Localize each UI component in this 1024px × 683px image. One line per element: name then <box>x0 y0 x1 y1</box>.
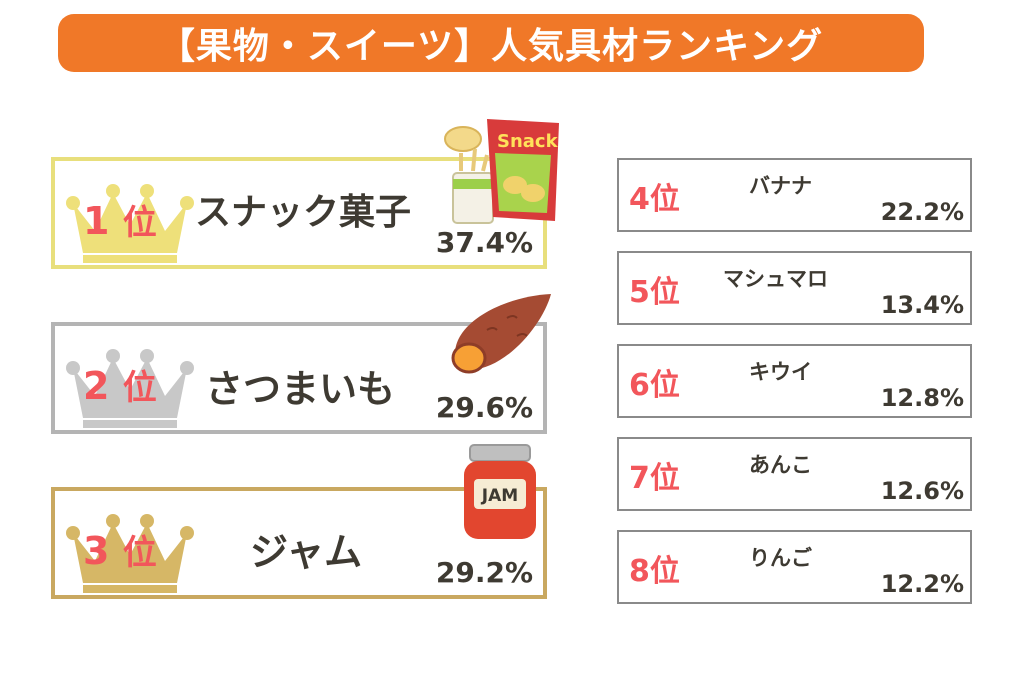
rank-card-6: 6位 キウイ 12.8% <box>617 344 972 418</box>
rank-label: 3 位 <box>83 529 157 573</box>
item-percent: 12.6% <box>880 477 964 505</box>
item-name: りんご <box>749 546 812 570</box>
item-percent: 29.2% <box>435 556 533 589</box>
jam-jar-icon: JAM <box>464 444 536 539</box>
rank-label: 4位 <box>629 182 680 217</box>
rank-card-7: 7位 あんこ 12.6% <box>617 437 972 511</box>
item-name: スナック菓子 <box>195 192 412 233</box>
item-percent: 12.2% <box>880 570 964 598</box>
svg-text:Snack: Snack <box>497 131 559 152</box>
item-percent: 22.2% <box>880 198 964 226</box>
rank-label: 2 位 <box>83 364 157 408</box>
item-name: キウイ <box>749 360 812 384</box>
item-name: マシュマロ <box>723 267 828 291</box>
crown-icon <box>66 184 194 263</box>
item-name: バナナ <box>749 174 812 198</box>
rank-label: 1 位 <box>83 199 157 243</box>
crown-icon <box>66 349 194 428</box>
rank-card-2: 2 位 さつまいも 29.6% <box>51 294 551 434</box>
rank-card-5: 5位 マシュマロ 13.4% <box>617 251 972 325</box>
rank-label: 7位 <box>629 461 680 496</box>
rank-label: 5位 <box>629 275 680 310</box>
crown-icon <box>66 514 194 593</box>
sweet-potato-icon <box>451 294 551 374</box>
item-percent: 12.8% <box>880 384 964 412</box>
item-percent: 13.4% <box>880 291 964 319</box>
rank-card-8: 8位 りんご 12.2% <box>617 530 972 604</box>
item-percent: 37.4% <box>435 226 533 259</box>
rank-card-4: 4位 バナナ 22.2% <box>617 158 972 232</box>
page-title: 【果物・スイーツ】人気具材ランキング <box>58 14 924 72</box>
item-percent: 29.6% <box>435 391 533 424</box>
item-name: あんこ <box>749 453 812 477</box>
svg-text:JAM: JAM <box>481 486 518 506</box>
rank-label: 8位 <box>629 554 680 589</box>
item-name: さつまいも <box>205 367 396 411</box>
item-name: ジャム <box>250 530 363 574</box>
snack-icon: Snack <box>444 119 559 224</box>
rank-card-1: 1 位 スナック菓子 37.4% Snack <box>51 119 559 269</box>
rank-card-3: 3 位 ジャム 29.2% JAM <box>51 444 547 599</box>
rank-label: 6位 <box>629 368 680 403</box>
